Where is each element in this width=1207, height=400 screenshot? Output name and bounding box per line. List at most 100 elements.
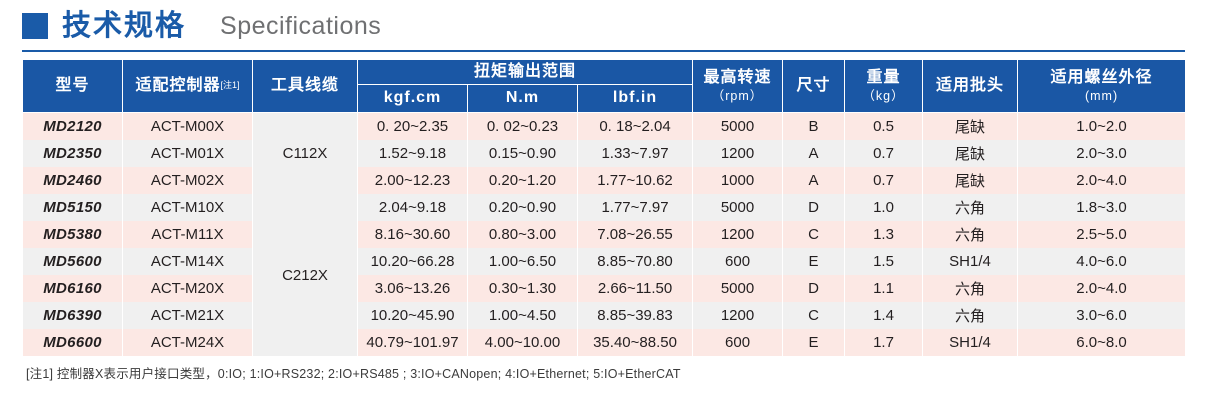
table-row: MD2350 ACT-M01X 1.52~9.18 0.15~0.90 1.33~7.9… (22, 140, 1187, 167)
cell-torque-kgfcm: 3.06~13.26 (357, 275, 468, 302)
cell-speed: 1000 (692, 167, 784, 194)
cell-bit: SH1/4 (922, 329, 1019, 356)
cell-torque-kgfcm: 2.00~12.23 (357, 167, 468, 194)
col-header-screw-unit: (mm) (1084, 88, 1119, 103)
cell-speed: 600 (692, 329, 784, 356)
cell-screw: 6.0~8.0 (1017, 329, 1187, 356)
col-header-controller-label: 适配控制器 (135, 76, 221, 94)
cell-size: E (782, 248, 846, 275)
cell-torque-nm: 1.00~4.50 (467, 302, 578, 329)
cell-bit: 尾缺 (922, 167, 1019, 194)
cell-model: MD2460 (22, 167, 123, 194)
cell-torque-nm: 0.20~0.90 (467, 194, 578, 221)
cell-bit: 六角 (922, 221, 1019, 248)
cell-bit: 尾缺 (922, 140, 1019, 167)
cell-torque-lbfin: 2.66~11.50 (576, 275, 694, 302)
spec-table-wrapper: 型号 适配控制器[注1] 工具线缆 扭矩输出范围 最高转速 （rpm） 尺寸 重量… (22, 59, 1187, 356)
cell-weight: 1.7 (844, 329, 924, 356)
col-header-screw-label: 适用螺丝外径 (1050, 69, 1153, 87)
cell-bit: 尾缺 (922, 112, 1019, 140)
cell-speed: 5000 (692, 194, 784, 221)
cell-torque-lbfin: 1.77~10.62 (576, 167, 694, 194)
cell-size: C (782, 302, 846, 329)
col-header-size: 尺寸 (782, 59, 846, 113)
cell-torque-nm: 0.20~1.20 (467, 167, 578, 194)
cell-model: MD5380 (22, 221, 123, 248)
cell-bit: 六角 (922, 302, 1019, 329)
cell-torque-kgfcm: 8.16~30.60 (357, 221, 468, 248)
cell-weight: 0.7 (844, 167, 924, 194)
cell-speed: 5000 (692, 275, 784, 302)
cell-speed: 1200 (692, 140, 784, 167)
cell-torque-lbfin: 35.40~88.50 (576, 329, 694, 356)
cell-controller: ACT-M11X (122, 221, 253, 248)
cell-size: C (782, 221, 846, 248)
header-row-sub: kgf.cm N.m lbf.in (23, 84, 1186, 113)
col-header-bit: 适用批头 (922, 59, 1019, 113)
cell-controller: ACT-M24X (122, 329, 253, 356)
cell-bit: 六角 (922, 275, 1019, 302)
table-row: MD6600 ACT-M24X 40.79~101.97 4.00~10.00 35.4… (22, 329, 1187, 356)
col-header-controller-note: [注1] (220, 79, 240, 90)
cell-torque-lbfin: 1.77~7.97 (576, 194, 694, 221)
cell-controller: ACT-M14X (122, 248, 253, 275)
cell-model: MD5600 (22, 248, 123, 275)
cell-controller: ACT-M01X (122, 140, 253, 167)
col-header-screw: 适用螺丝外径 (mm) (1017, 59, 1187, 113)
col-header-weight-label: 重量 (866, 69, 901, 87)
cell-screw: 2.0~3.0 (1017, 140, 1187, 167)
table-row: MD2460 ACT-M02X 2.00~12.23 0.20~1.20 1.77~10… (22, 167, 1187, 194)
cell-torque-kgfcm: 2.04~9.18 (357, 194, 468, 221)
cell-size: D (782, 194, 846, 221)
cell-cable: C212X (252, 194, 358, 356)
cell-speed: 1200 (692, 221, 784, 248)
col-header-cable: 工具线缆 (252, 59, 358, 113)
cell-torque-nm: 0.30~1.30 (467, 275, 578, 302)
specifications-table: 型号 适配控制器[注1] 工具线缆 扭矩输出范围 最高转速 （rpm） 尺寸 重量… (22, 59, 1187, 356)
cell-model: MD6600 (22, 329, 123, 356)
cell-torque-lbfin: 1.33~7.97 (576, 140, 694, 167)
cell-model: MD6160 (22, 275, 123, 302)
cell-torque-nm: 0. 02~0.23 (467, 112, 578, 140)
cell-controller: ACT-M02X (122, 167, 253, 194)
cell-screw: 2.0~4.0 (1017, 275, 1187, 302)
cell-torque-kgfcm: 10.20~45.90 (357, 302, 468, 329)
col-header-controller: 适配控制器[注1] (122, 59, 253, 113)
cell-size: B (782, 112, 846, 140)
table-row: MD6390 ACT-M21X 10.20~45.90 1.00~4.50 8.85~3… (22, 302, 1187, 329)
cell-torque-kgfcm: 0. 20~2.35 (357, 112, 468, 140)
cell-screw: 3.0~6.0 (1017, 302, 1187, 329)
cell-torque-lbfin: 7.08~26.55 (576, 221, 694, 248)
cell-model: MD5150 (22, 194, 123, 221)
cell-screw: 4.0~6.0 (1017, 248, 1187, 275)
cell-torque-kgfcm: 10.20~66.28 (357, 248, 468, 275)
cell-weight: 0.5 (844, 112, 924, 140)
cell-size: A (782, 167, 846, 194)
cell-speed: 5000 (692, 112, 784, 140)
cell-model: MD2350 (22, 140, 123, 167)
col-header-speed-label: 最高转速 (703, 69, 772, 87)
cell-torque-nm: 4.00~10.00 (467, 329, 578, 356)
col-header-torque-kgfcm: kgf.cm (357, 84, 468, 113)
cell-size: A (782, 140, 846, 167)
cell-screw: 1.8~3.0 (1017, 194, 1187, 221)
title-accent-square (22, 13, 48, 39)
cell-torque-kgfcm: 40.79~101.97 (357, 329, 468, 356)
cell-torque-kgfcm: 1.52~9.18 (357, 140, 468, 167)
cell-weight: 0.7 (844, 140, 924, 167)
cell-torque-nm: 0.80~3.00 (467, 221, 578, 248)
cell-weight: 1.4 (844, 302, 924, 329)
cell-bit: 六角 (922, 194, 1019, 221)
cell-model: MD2120 (22, 112, 123, 140)
cell-controller: ACT-M20X (122, 275, 253, 302)
col-header-speed-unit: （rpm） (711, 88, 764, 103)
table-row: MD2120 ACT-M00X C112X 0. 20~2.35 0. 02~0.23 0… (22, 112, 1187, 194)
col-header-weight-unit: （kg） (862, 88, 905, 103)
cell-controller: ACT-M10X (122, 194, 253, 221)
table-row: MD6160 ACT-M20X 3.06~13.26 0.30~1.30 2.66~11… (22, 275, 1187, 302)
col-header-weight: 重量 （kg） (844, 59, 924, 113)
page-subtitle: Specifications (220, 11, 382, 40)
cell-weight: 1.3 (844, 221, 924, 248)
cell-screw: 2.0~4.0 (1017, 167, 1187, 194)
page-title: 技术规格 (62, 9, 187, 42)
